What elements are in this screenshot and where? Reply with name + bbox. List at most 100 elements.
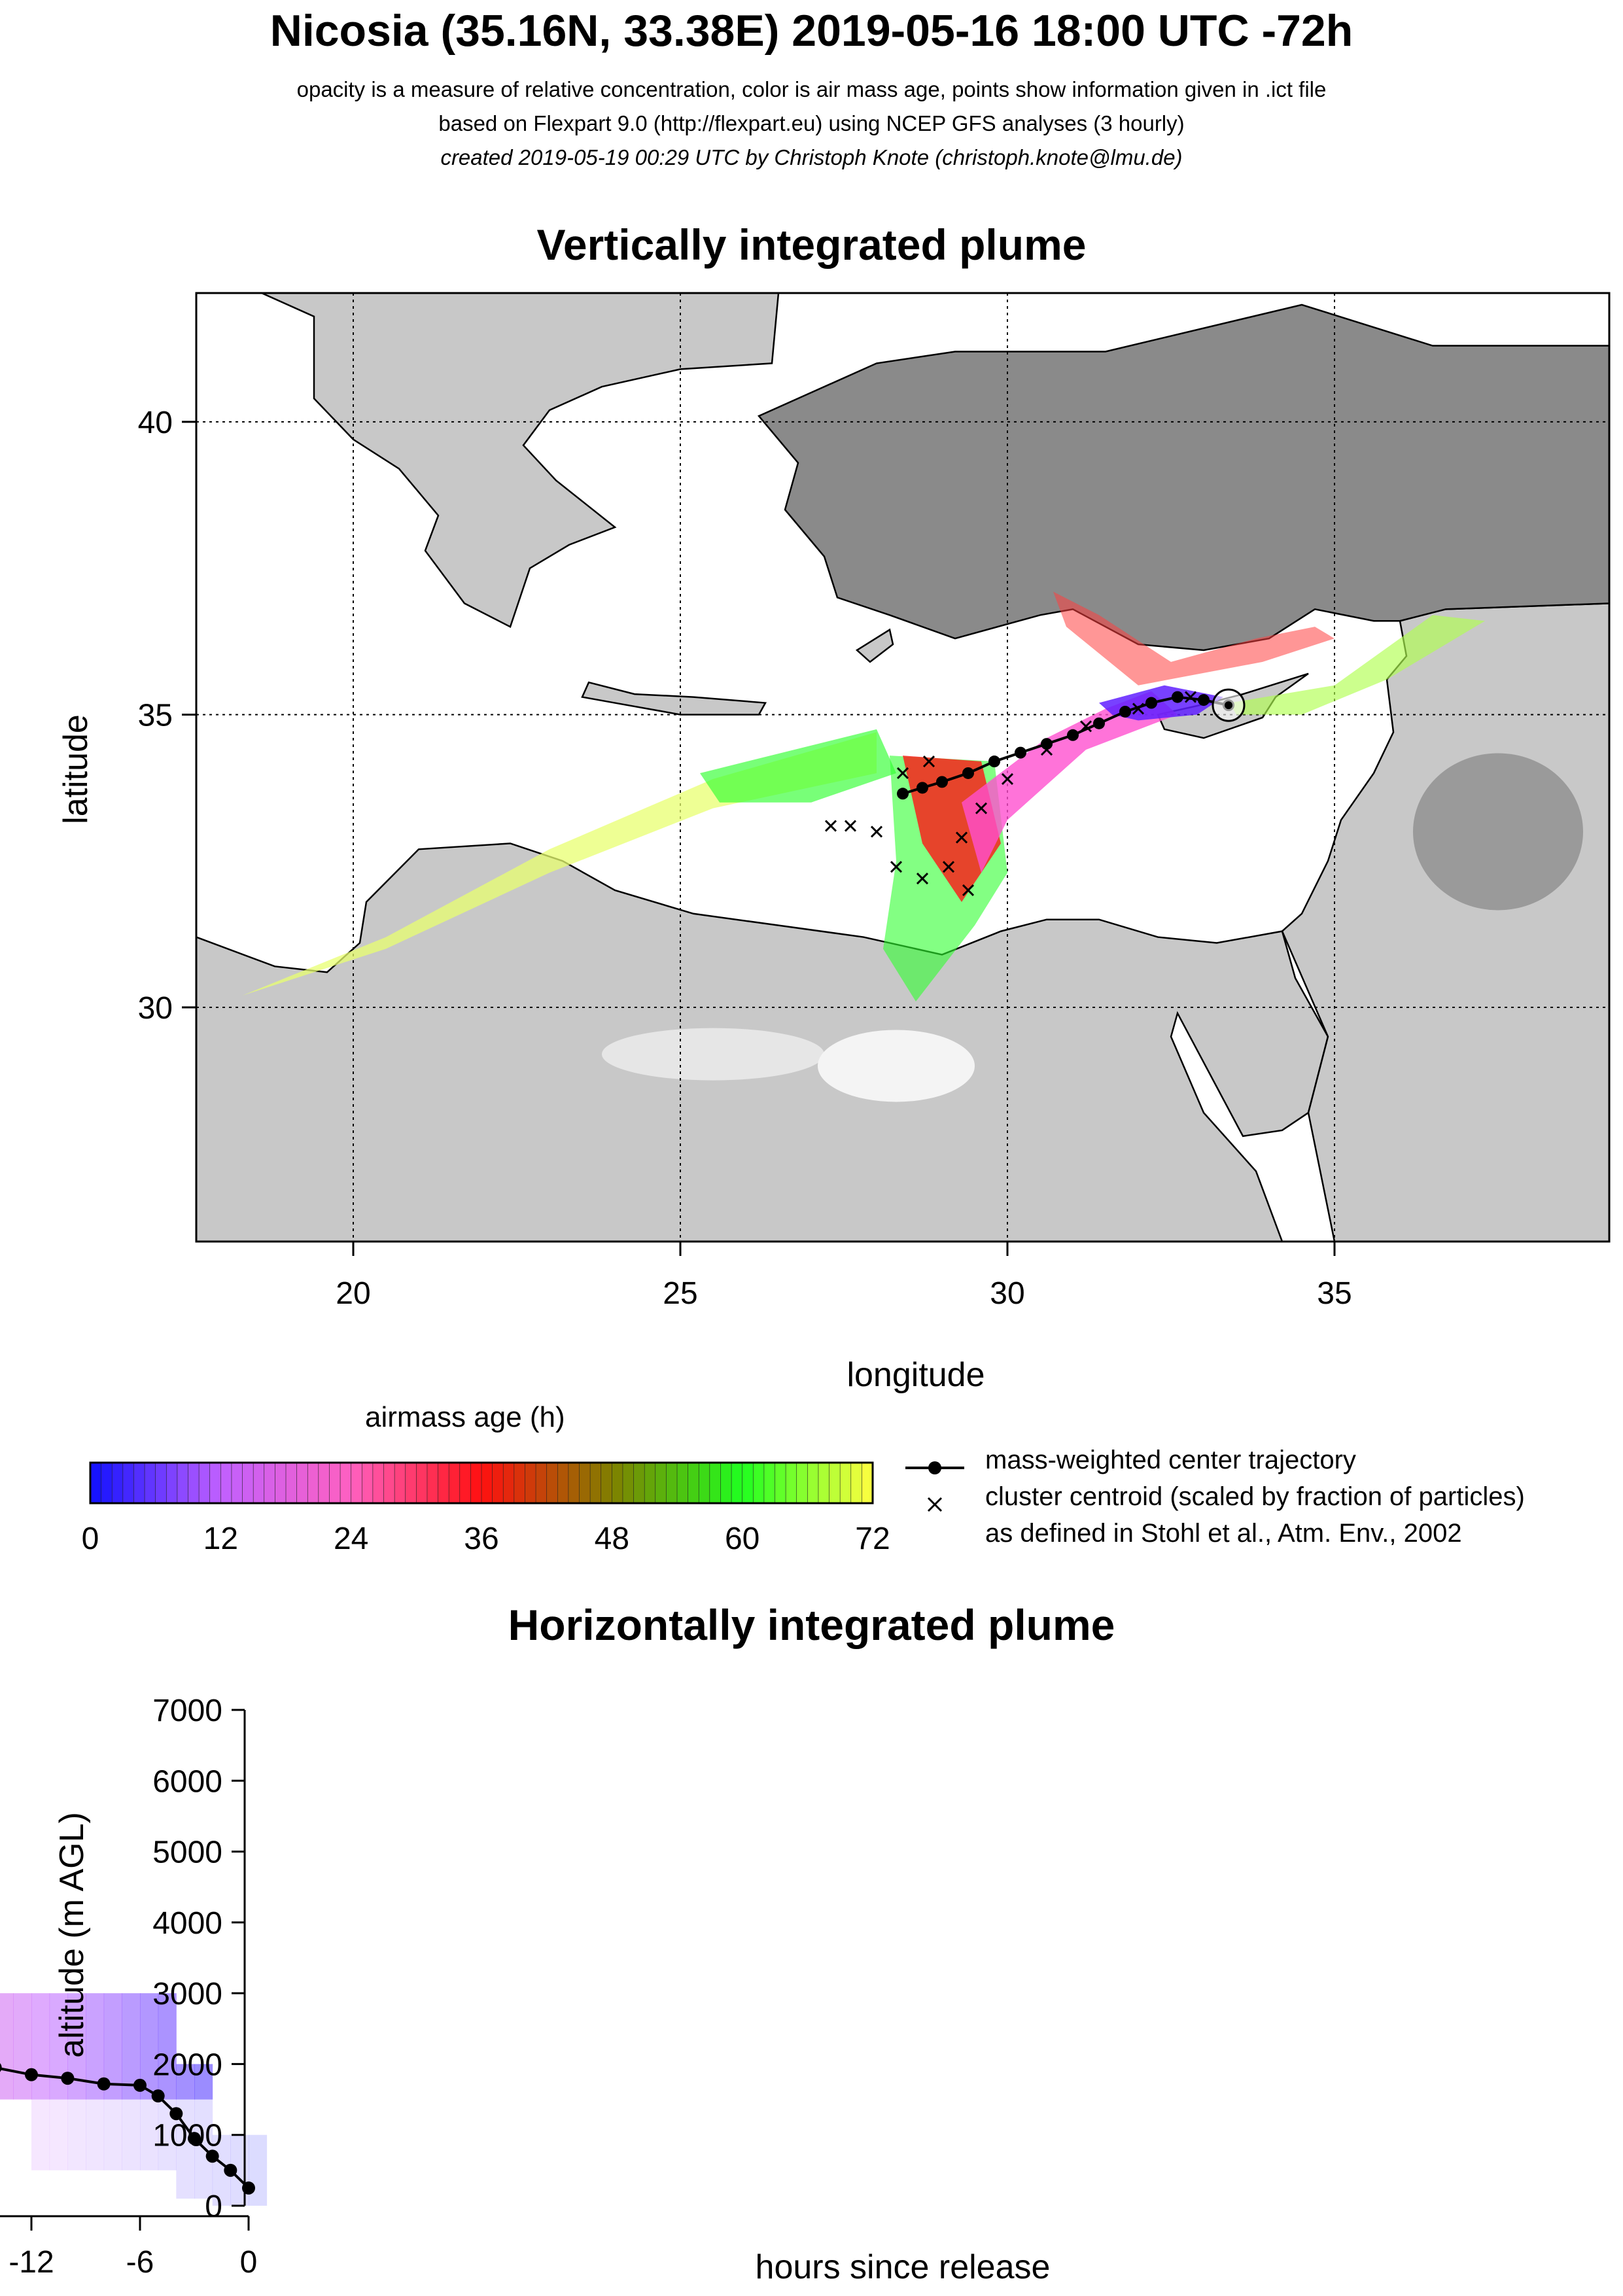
profile-x-tick-label: -12 (9, 2245, 54, 2280)
profile-x-tick-label: 0 (240, 2245, 258, 2280)
profile-plume-core (0, 1993, 14, 2100)
profile-y-tick-label: 6000 (152, 1764, 222, 1799)
release-site-dot (1225, 701, 1232, 710)
map-cluster-centroid (1132, 703, 1145, 715)
profile-trajectory-point (224, 2163, 237, 2177)
profile-trajectory-point (133, 2078, 147, 2092)
subtitle-model-note: based on Flexpart 9.0 (http://flexpart.e… (438, 111, 1185, 135)
map-x-tick-label: 30 (990, 1276, 1024, 1311)
colorbar-tick-label: 0 (82, 1522, 99, 1556)
map-y-tick-label: 35 (138, 698, 173, 733)
anatolia-landmass (757, 304, 1611, 652)
profile-y-tick-label: 4000 (152, 1906, 222, 1941)
profile-plume-column (0, 1993, 14, 2100)
profile-y-axis-title: altitude (m AGL) (53, 1812, 91, 2058)
profile-plume-column (176, 2064, 195, 2199)
map-cluster-centroid (1184, 691, 1197, 703)
subtitle-opacity-note: opacity is a measure of relative concent… (296, 77, 1327, 101)
map-cluster-centroid (890, 861, 903, 873)
map-cluster-centroid (975, 802, 988, 814)
colorbar-frame (89, 1461, 874, 1505)
profile-plume-column (249, 2134, 268, 2206)
profile-plume-column (31, 1993, 50, 2170)
map-cluster-centroid (824, 820, 837, 832)
profile-x-tick-label: -6 (126, 2245, 154, 2280)
map-trajectory-point (936, 776, 948, 788)
cluster-legend-note: as defined in Stohl et al., Atm. Env., 2… (985, 1519, 1462, 1548)
profile-trajectory-point (169, 2107, 183, 2121)
profile-x-axis-title: hours since release (755, 2248, 1051, 2286)
profile-trajectory-point (188, 2132, 201, 2146)
profile-y-tick-label: 1000 (152, 2119, 222, 2153)
desert-patch (818, 1030, 975, 1102)
colorbar-title: airmass age (h) (365, 1401, 565, 1433)
trajectory-legend-label: mass-weighted center trajectory (985, 1446, 1356, 1474)
profile-trajectory-point (97, 2077, 111, 2091)
profile-plume-column (158, 1993, 177, 2170)
profile-plume-column (13, 1993, 32, 2100)
colorbar-tick-label: 60 (725, 1522, 759, 1556)
map-trajectory (824, 688, 1246, 897)
map-cluster-centroid (942, 861, 955, 873)
rhodes-island (855, 628, 894, 663)
map-x-axis-title: longitude (846, 1356, 985, 1394)
profile-trajectory-point (205, 2149, 219, 2163)
greece-landmass (196, 292, 780, 628)
cluster-legend-label: cluster centroid (scaled by fraction of … (985, 1482, 1525, 1511)
map-x-tick-label: 35 (1317, 1276, 1352, 1311)
profile-trajectory-point (0, 2063, 2, 2072)
map-trajectory-point (1198, 694, 1210, 706)
profile-plume-core (13, 1993, 32, 2100)
map-trajectory-point (1093, 717, 1105, 729)
map-x-tick-label: 20 (336, 1276, 370, 1311)
map-trajectory-point (916, 782, 928, 794)
map-cluster-centroid (896, 767, 909, 780)
map-cluster-centroid (955, 831, 968, 844)
map-cluster-centroid (1001, 773, 1014, 785)
profile-y-tick-label: 7000 (152, 1694, 222, 1728)
legend-trajectory-point (928, 1461, 941, 1474)
map-cluster-centroid (1040, 744, 1053, 756)
plume-green-band (700, 729, 896, 803)
profile-plume-core (194, 2064, 213, 2100)
plume-north-red (1053, 591, 1335, 686)
figure-title: Nicosia (35.16N, 33.38E) 2019-05-16 18:0… (270, 6, 1353, 56)
map-trajectory-point (1172, 691, 1183, 703)
map-trajectory-point (1145, 697, 1157, 709)
profile-plume-core (158, 1993, 177, 2100)
profile-y-tick-label: 2000 (152, 2047, 222, 2082)
map-trajectory-point (1119, 705, 1131, 718)
map-cluster-centroid (962, 884, 975, 897)
profile-y-tick-label: 3000 (152, 1977, 222, 2011)
map-panel-title: Vertically integrated plume (536, 220, 1087, 269)
map-cluster-centroid (870, 826, 883, 838)
colorbar-tick-label: 36 (464, 1522, 498, 1556)
map-cluster-centroid (916, 872, 929, 885)
colorbar-tick-label: 12 (203, 1522, 238, 1556)
highland-patch (1413, 753, 1583, 911)
profile-plot-area (249, 1688, 1552, 2206)
map-cluster-centroid (1079, 720, 1092, 733)
map-trajectory-point (988, 756, 1000, 768)
map-frame (195, 292, 1611, 1243)
desert-patch (602, 1028, 824, 1081)
profile-y-tick-label: 5000 (152, 1835, 222, 1870)
profile-y-tick-label: 0 (205, 2189, 222, 2224)
colorbar-tick-label: 48 (595, 1522, 629, 1556)
colorbar-tick-label: 72 (855, 1522, 890, 1556)
profile-panel-title: Horizontally integrated plume (508, 1601, 1115, 1649)
map-trajectory-point (1067, 729, 1079, 741)
profile-plume-core (31, 1993, 50, 2100)
map-trajectory-point (1015, 746, 1026, 759)
profile-trajectory-point (25, 2068, 38, 2081)
profile-plume-core (176, 2064, 195, 2100)
plume-east-yellow (1230, 615, 1485, 715)
profile-trajectory-point (151, 2089, 165, 2103)
map-cluster-centroid (844, 820, 857, 832)
profile-trajectory-point (61, 2072, 75, 2085)
map-trajectory-point (962, 767, 974, 779)
map-y-tick-label: 40 (138, 406, 173, 440)
